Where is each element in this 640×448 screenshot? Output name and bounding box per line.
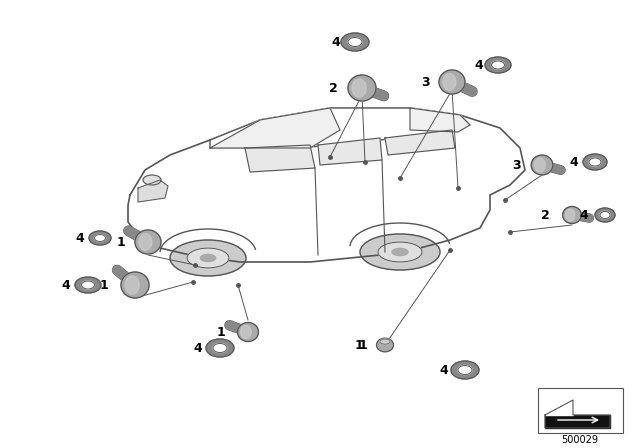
Polygon shape [318, 138, 382, 165]
Text: 3: 3 [513, 159, 521, 172]
Polygon shape [245, 145, 315, 172]
Ellipse shape [75, 277, 101, 293]
Ellipse shape [139, 233, 152, 250]
Polygon shape [138, 180, 168, 202]
Text: 4: 4 [569, 155, 578, 168]
Ellipse shape [352, 79, 366, 97]
Text: 500029: 500029 [561, 435, 598, 445]
Ellipse shape [360, 234, 440, 270]
Text: 4: 4 [193, 341, 202, 354]
Ellipse shape [583, 154, 607, 170]
Ellipse shape [595, 208, 615, 222]
Text: 1: 1 [216, 326, 225, 339]
Ellipse shape [439, 70, 465, 94]
Ellipse shape [492, 61, 504, 69]
Ellipse shape [170, 240, 246, 276]
Ellipse shape [200, 254, 216, 262]
Ellipse shape [187, 248, 229, 268]
Text: 1: 1 [355, 339, 363, 352]
Ellipse shape [241, 325, 251, 339]
Ellipse shape [458, 366, 472, 375]
Ellipse shape [378, 242, 422, 262]
Text: 4: 4 [61, 279, 70, 292]
Ellipse shape [392, 248, 408, 256]
Ellipse shape [81, 281, 95, 289]
Polygon shape [210, 108, 340, 148]
Ellipse shape [566, 209, 575, 221]
Ellipse shape [531, 155, 553, 175]
Text: 1: 1 [358, 339, 367, 352]
Ellipse shape [125, 276, 140, 294]
Text: 4: 4 [579, 208, 588, 221]
Text: 1: 1 [99, 279, 108, 292]
Polygon shape [545, 400, 573, 415]
Polygon shape [210, 108, 470, 148]
Polygon shape [410, 108, 470, 132]
Ellipse shape [380, 339, 390, 344]
Ellipse shape [348, 38, 362, 47]
Ellipse shape [348, 75, 376, 101]
Ellipse shape [563, 207, 581, 224]
Ellipse shape [443, 73, 456, 90]
Ellipse shape [213, 344, 227, 353]
Ellipse shape [534, 158, 545, 172]
Ellipse shape [143, 175, 161, 185]
Text: 3: 3 [421, 76, 430, 89]
Ellipse shape [600, 211, 610, 219]
Ellipse shape [121, 272, 149, 298]
Ellipse shape [89, 231, 111, 245]
Polygon shape [385, 130, 455, 155]
Ellipse shape [95, 234, 106, 241]
Text: 2: 2 [541, 208, 550, 221]
Ellipse shape [589, 158, 601, 166]
Ellipse shape [485, 57, 511, 73]
Ellipse shape [376, 338, 394, 352]
Bar [538, 388, 623, 433]
Text: 4: 4 [76, 232, 84, 245]
Ellipse shape [206, 339, 234, 357]
Ellipse shape [135, 230, 161, 254]
Text: 2: 2 [329, 82, 338, 95]
Polygon shape [128, 108, 525, 262]
Text: 4: 4 [332, 35, 340, 48]
Polygon shape [545, 415, 610, 428]
Ellipse shape [341, 33, 369, 51]
Text: 4: 4 [474, 59, 483, 72]
Ellipse shape [237, 323, 259, 341]
Text: 4: 4 [439, 363, 448, 376]
Text: 1: 1 [116, 236, 125, 249]
Ellipse shape [451, 361, 479, 379]
